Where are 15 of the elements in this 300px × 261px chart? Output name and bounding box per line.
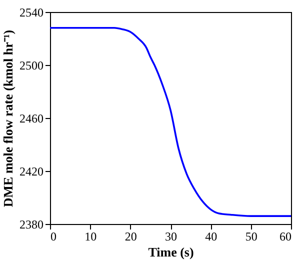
x-tick-label: 30 [165, 230, 177, 244]
x-tick-label: 0 [50, 230, 56, 244]
y-tick-label: 2420 [20, 164, 44, 178]
x-axis-title: Time (s) [148, 244, 194, 260]
y-tick-label: 2380 [20, 218, 44, 232]
y-axis-title: DME mole flow rate (kmol hr⁻¹) [0, 30, 16, 208]
y-tick-label: 2500 [20, 58, 44, 72]
x-tick-label: 20 [124, 230, 137, 244]
line-series [49, 27, 292, 217]
x-tick-label: 10 [84, 230, 97, 244]
y-tick-label: 2540 [20, 6, 44, 20]
x-tick-label: 40 [205, 230, 218, 244]
x-tick-label: 50 [245, 230, 258, 244]
y-tick-label: 2460 [20, 112, 44, 126]
x-tick-label: 60 [280, 230, 292, 244]
